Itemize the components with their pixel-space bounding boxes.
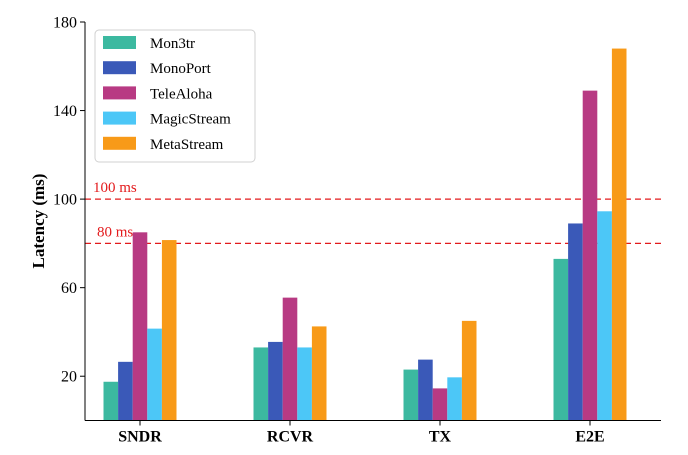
x-tick-label-sndr: SNDR [118, 429, 162, 446]
y-tick-label: 20 [61, 369, 77, 386]
bar-mon3tr-e2e [553, 258, 569, 421]
legend-label-monoport: MonoPort [150, 61, 212, 77]
x-tick-label-e2e: E2E [575, 429, 604, 446]
bar-metastream-rcvr [311, 326, 327, 421]
axes [84, 22, 661, 421]
bar-mon3tr-rcvr [253, 347, 269, 421]
bar-telealoha-sndr [132, 232, 148, 421]
x-ticks: SNDR RCVR TX E2E [118, 420, 605, 446]
bar-mon3tr-tx [403, 369, 419, 421]
x-tick-label-rcvr: RCVR [267, 429, 314, 446]
bar-monoport-e2e [568, 223, 583, 421]
bar-mon3tr-sndr [103, 381, 119, 421]
y-tick-label: 60 [61, 280, 77, 297]
y-axis-title: Latency (ms) [29, 174, 48, 269]
reference-label-100: 100 ms [93, 180, 137, 196]
legend-swatch-magicstream [103, 111, 136, 125]
bar-magicstream-sndr [147, 328, 162, 421]
bar-monoport-sndr [118, 361, 133, 421]
legend: Mon3tr MonoPort TeleAloha MagicStream MetaSt… [94, 29, 256, 163]
bar-telealoha-rcvr [282, 297, 298, 421]
legend-label-mon3tr: Mon3tr [150, 36, 195, 52]
bar-metastream-e2e [611, 48, 627, 421]
y-tick-label: 180 [53, 15, 77, 32]
bar-monoport-tx [418, 359, 433, 421]
reference-label-80: 80 ms [97, 224, 133, 240]
bar-magicstream-rcvr [297, 347, 312, 421]
bar-magicstream-e2e [597, 211, 612, 421]
bar-magicstream-tx [447, 377, 462, 421]
legend-swatch-monoport [103, 61, 136, 75]
legend-swatch-metastream [103, 136, 136, 150]
legend-label-magicstream: MagicStream [150, 112, 231, 128]
reference-lines: 100 ms 80 ms [85, 180, 661, 245]
y-tick-label: 140 [53, 103, 77, 120]
legend-label-metastream: MetaStream [150, 137, 224, 153]
legend-label-telealoha: TeleAloha [150, 86, 213, 102]
y-tick-label: 100 [53, 192, 77, 209]
x-tick-label-tx: TX [429, 429, 452, 446]
bar-monoport-rcvr [268, 341, 283, 421]
y-ticks: 20 60 100 140 180 [53, 15, 85, 386]
bar-metastream-sndr [161, 240, 177, 421]
bars [103, 48, 627, 421]
bar-metastream-tx [461, 320, 477, 421]
bar-telealoha-tx [432, 388, 448, 421]
bar-telealoha-e2e [582, 90, 598, 421]
legend-swatch-mon3tr [103, 36, 136, 49]
legend-swatch-telealoha [103, 86, 136, 100]
